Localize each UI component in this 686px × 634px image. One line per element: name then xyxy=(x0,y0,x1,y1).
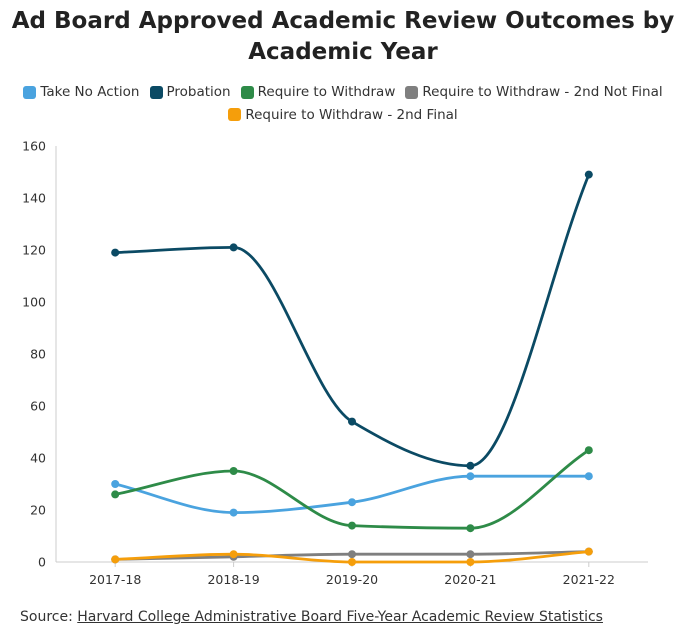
legend-item[interactable]: Probation xyxy=(149,82,231,102)
data-point-require-to-withdraw xyxy=(111,490,120,499)
legend-item[interactable]: Require to Withdraw - 2nd Final xyxy=(228,105,458,125)
legend-label: Take No Action xyxy=(40,84,140,100)
legend-swatch xyxy=(149,85,163,99)
y-tick-label: 20 xyxy=(30,503,46,518)
data-point-probation xyxy=(229,243,238,252)
data-point-require-to-withdraw-2nd-final xyxy=(229,550,238,559)
data-point-probation xyxy=(584,170,593,179)
y-tick-label: 160 xyxy=(22,139,46,154)
data-point-require-to-withdraw xyxy=(584,446,593,455)
legend-item[interactable]: Require to Withdraw xyxy=(240,82,396,102)
x-tick-label: 2020-21 xyxy=(444,572,496,587)
y-tick-label: 40 xyxy=(30,451,46,466)
x-tick-label: 2018-19 xyxy=(207,572,259,587)
legend-swatch xyxy=(405,85,419,99)
data-point-take-no-action xyxy=(229,508,238,517)
data-point-require-to-withdraw-2nd-final xyxy=(111,555,120,564)
data-point-take-no-action xyxy=(111,480,120,488)
data-point-require-to-withdraw xyxy=(229,467,238,475)
x-tick-label: 2017-18 xyxy=(89,572,141,587)
legend-label: Require to Withdraw - 2nd Not Final xyxy=(422,84,663,100)
legend-swatch xyxy=(240,85,254,99)
source-link[interactable]: Harvard College Administrative Board Fiv… xyxy=(77,609,603,625)
legend-label: Probation xyxy=(166,84,231,100)
legend-item[interactable]: Require to Withdraw - 2nd Not Final xyxy=(405,82,663,102)
data-point-require-to-withdraw-2nd-final xyxy=(466,558,475,566)
source-prefix: Source: xyxy=(20,609,78,625)
x-tick-label: 2019-20 xyxy=(326,572,378,587)
y-tick-label: 0 xyxy=(38,555,46,570)
data-point-probation xyxy=(466,461,475,470)
data-point-require-to-withdraw-2nd-not-final xyxy=(466,550,475,559)
legend-label: Require to Withdraw xyxy=(257,84,396,100)
chart-legend: Take No Action Probation Require to Withdr… xyxy=(0,82,686,127)
legend-swatch xyxy=(23,85,37,99)
x-tick-label: 2021-22 xyxy=(563,572,615,587)
data-point-probation xyxy=(348,417,356,426)
data-point-take-no-action xyxy=(348,498,356,507)
chart-title: Ad Board Approved Academic Review Outcom… xyxy=(11,8,675,65)
legend-label: Require to Withdraw - 2nd Final xyxy=(245,106,458,123)
series-line-probation xyxy=(113,173,591,468)
y-tick-label: 100 xyxy=(22,295,46,310)
data-point-require-to-withdraw-2nd-not-final xyxy=(348,550,356,559)
source-note: Source: Harvard College Administrative B… xyxy=(20,609,603,625)
legend-swatch xyxy=(228,108,242,121)
legend-item[interactable]: Take No Action xyxy=(23,82,140,102)
data-point-require-to-withdraw xyxy=(466,524,475,533)
y-tick-label: 60 xyxy=(30,399,46,414)
data-point-take-no-action xyxy=(466,472,475,481)
data-point-take-no-action xyxy=(584,472,593,481)
y-tick-label: 80 xyxy=(30,347,46,362)
series-line-require-to-withdraw xyxy=(113,448,591,530)
data-point-probation xyxy=(111,248,120,257)
data-point-require-to-withdraw-2nd-final xyxy=(584,547,593,556)
data-point-require-to-withdraw-2nd-final xyxy=(348,558,356,566)
data-point-require-to-withdraw xyxy=(348,521,356,530)
y-tick-label: 140 xyxy=(22,191,46,206)
y-tick-label: 120 xyxy=(22,243,46,258)
